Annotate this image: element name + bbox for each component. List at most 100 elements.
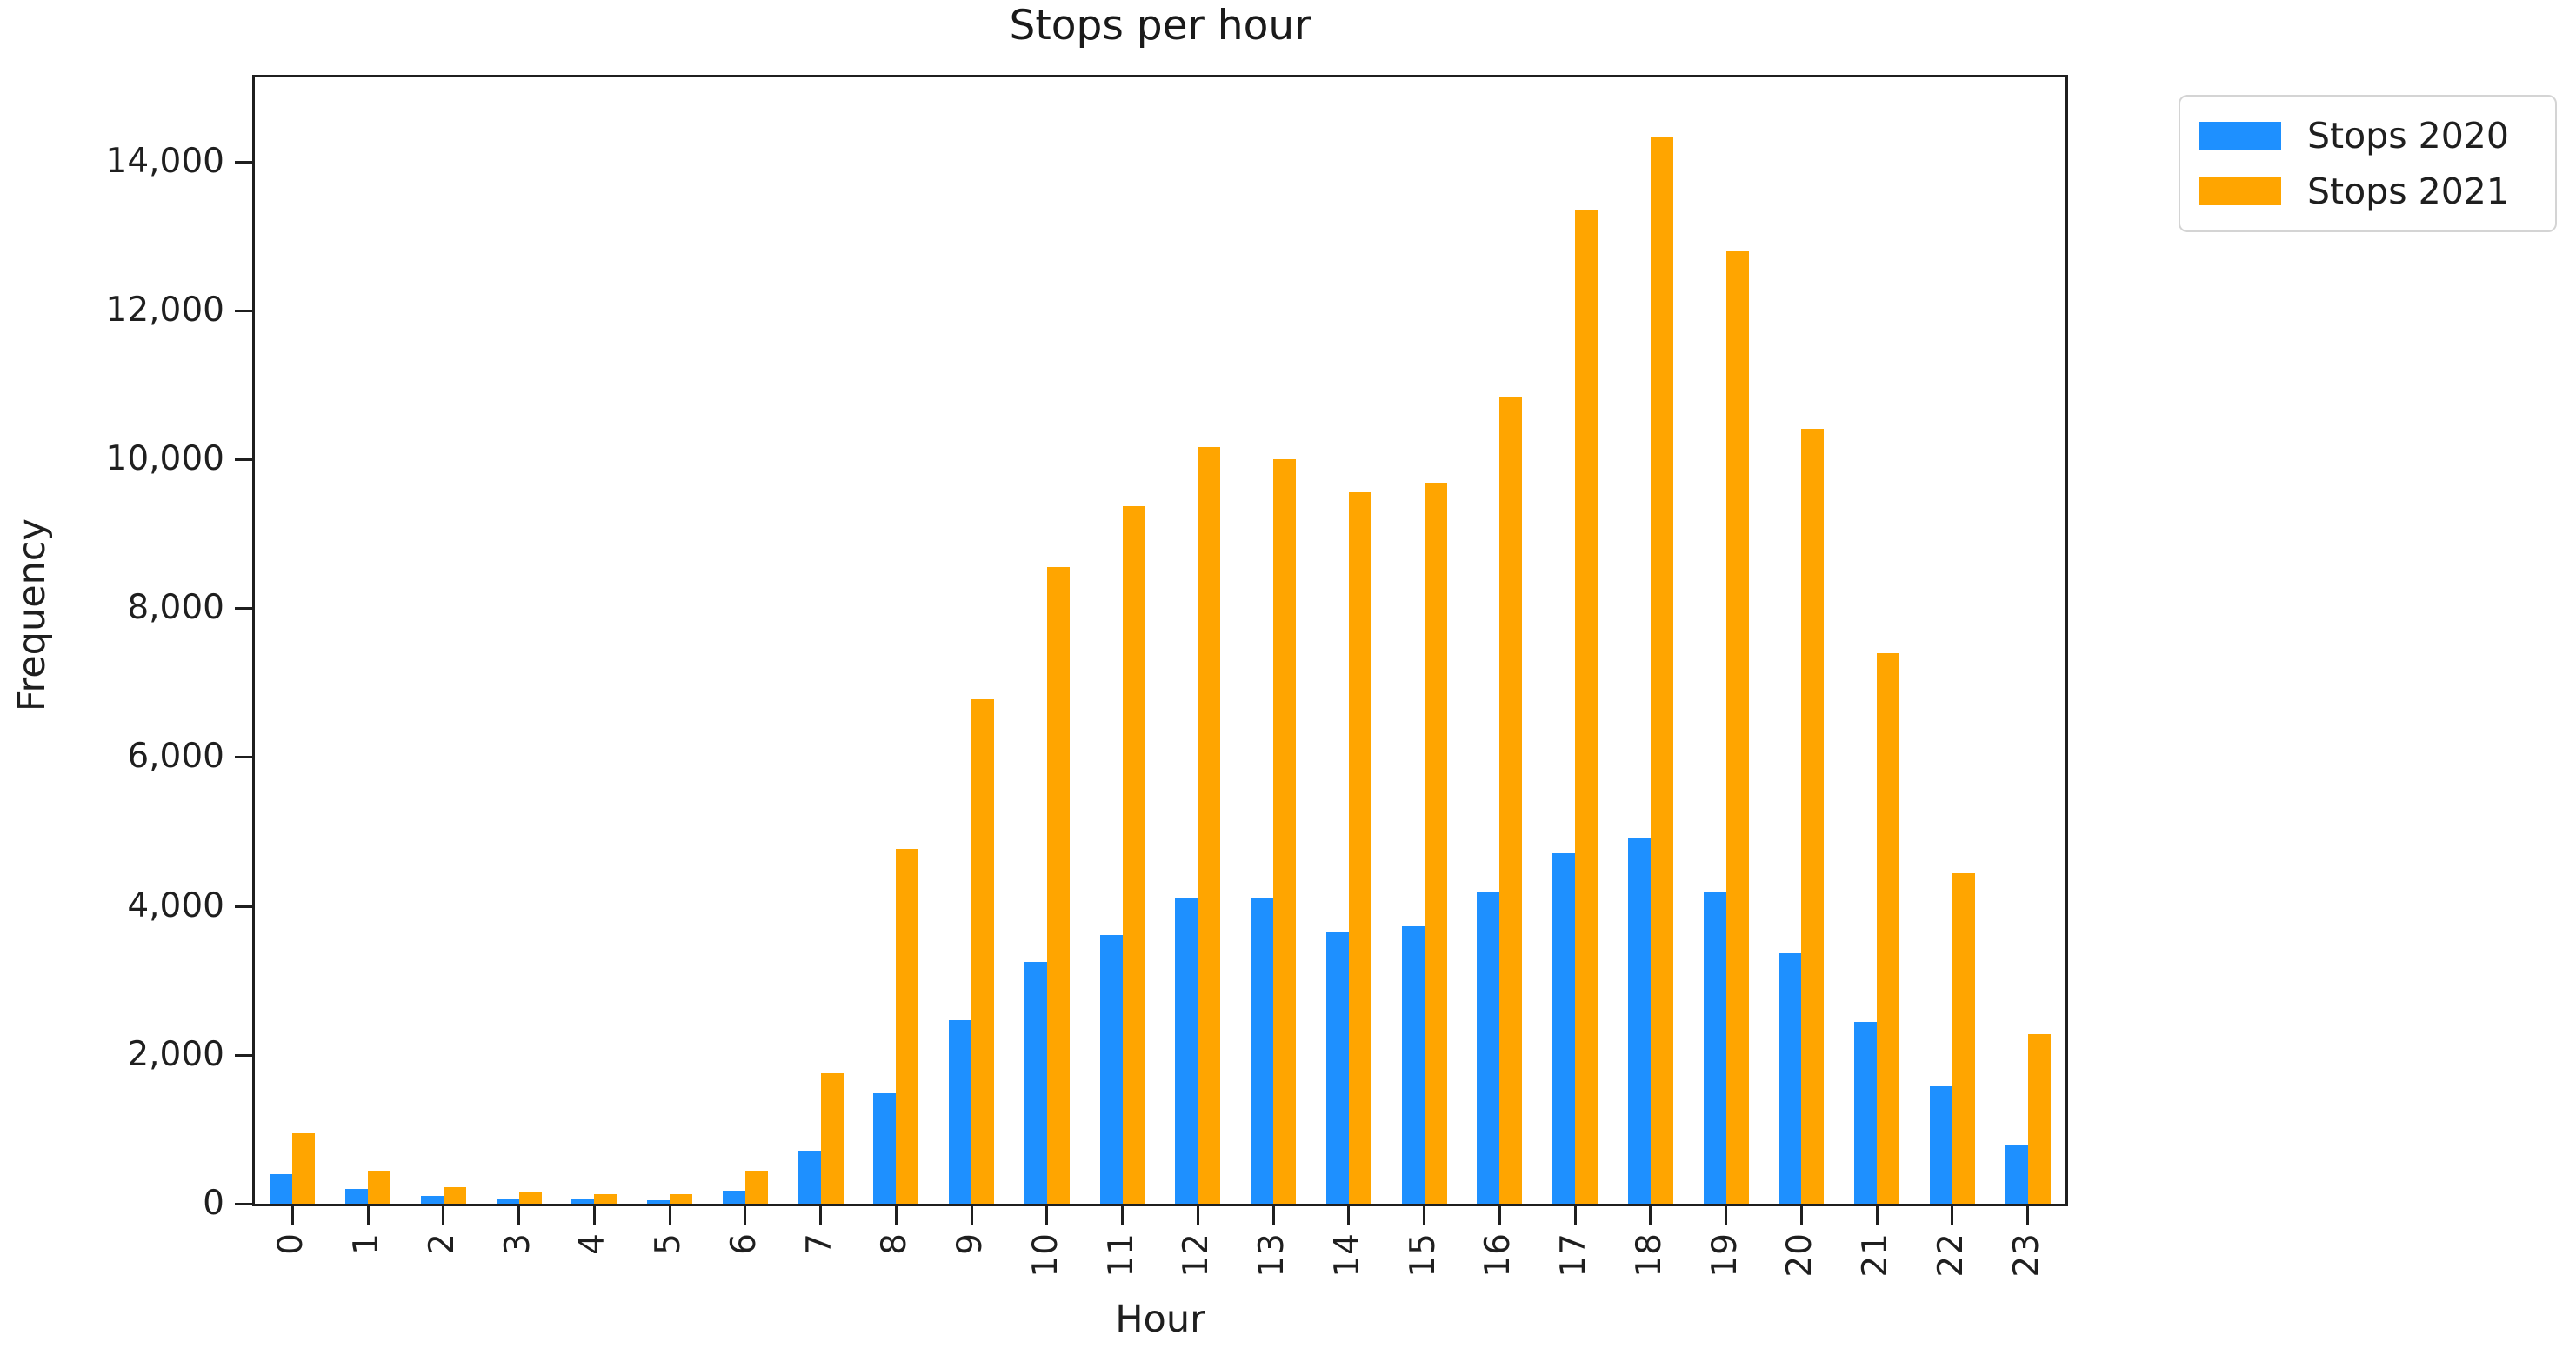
bar-stops-2021-hour-6 bbox=[744, 1171, 768, 1204]
bar-stops-2021-hour-23 bbox=[2027, 1034, 2051, 1204]
x-tick-label-23: 23 bbox=[2006, 1232, 2046, 1278]
x-tick-10 bbox=[1045, 1206, 1049, 1225]
bar-stops-2020-hour-12 bbox=[1175, 898, 1198, 1204]
x-tick-9 bbox=[970, 1206, 973, 1225]
x-tick-6 bbox=[744, 1206, 747, 1225]
bar-stops-2021-hour-4 bbox=[594, 1194, 617, 1204]
bar-stops-2021-hour-15 bbox=[1424, 483, 1447, 1204]
y-tick-4000 bbox=[235, 905, 252, 908]
bar-stops-2020-hour-9 bbox=[949, 1020, 972, 1204]
x-tick-label-19: 19 bbox=[1705, 1232, 1745, 1278]
x-tick-15 bbox=[1423, 1206, 1426, 1225]
bar-stops-2020-hour-20 bbox=[1779, 953, 1802, 1204]
x-tick-19 bbox=[1725, 1206, 1728, 1225]
legend-swatch-2020 bbox=[2199, 121, 2281, 150]
x-tick-label-10: 10 bbox=[1025, 1232, 1065, 1278]
x-tick-label-14: 14 bbox=[1327, 1232, 1367, 1278]
legend: Stops 2020 Stops 2021 bbox=[2179, 95, 2557, 232]
y-tick-label-6000: 6,000 bbox=[127, 737, 224, 776]
x-tick-2 bbox=[442, 1206, 445, 1225]
bar-stops-2021-hour-1 bbox=[368, 1171, 391, 1204]
x-tick-12 bbox=[1196, 1206, 1199, 1225]
x-tick-16 bbox=[1498, 1206, 1501, 1225]
x-tick-label-3: 3 bbox=[497, 1232, 537, 1255]
x-tick-label-21: 21 bbox=[1856, 1232, 1896, 1278]
bar-stops-2020-hour-3 bbox=[496, 1199, 519, 1204]
bar-stops-2020-hour-8 bbox=[873, 1093, 897, 1204]
x-tick-14 bbox=[1347, 1206, 1351, 1225]
y-tick-label-14000: 14,000 bbox=[105, 142, 224, 181]
x-tick-label-16: 16 bbox=[1478, 1232, 1518, 1278]
x-tick-label-11: 11 bbox=[1101, 1232, 1141, 1278]
bar-stops-2021-hour-13 bbox=[1273, 459, 1297, 1204]
x-tick-20 bbox=[1799, 1206, 1803, 1225]
x-tick-label-0: 0 bbox=[271, 1232, 311, 1255]
y-tick-label-12000: 12,000 bbox=[105, 290, 224, 330]
bar-stops-2021-hour-20 bbox=[1801, 429, 1825, 1204]
bar-stops-2020-hour-0 bbox=[270, 1174, 293, 1204]
y-tick-14000 bbox=[235, 161, 252, 164]
x-tick-3 bbox=[517, 1206, 521, 1225]
x-tick-5 bbox=[668, 1206, 671, 1225]
x-tick-1 bbox=[366, 1206, 370, 1225]
x-tick-4 bbox=[592, 1206, 596, 1225]
x-axis-title: Hour bbox=[1115, 1298, 1205, 1341]
legend-item-2021: Stops 2021 bbox=[2180, 170, 2555, 212]
x-tick-label-4: 4 bbox=[573, 1232, 613, 1255]
bar-stops-2021-hour-16 bbox=[1499, 397, 1523, 1204]
x-tick-11 bbox=[1121, 1206, 1124, 1225]
bar-stops-2020-hour-21 bbox=[1854, 1022, 1878, 1204]
x-tick-label-8: 8 bbox=[875, 1232, 915, 1255]
x-tick-0 bbox=[290, 1206, 294, 1225]
bar-stops-2021-hour-3 bbox=[518, 1192, 542, 1204]
bar-stops-2020-hour-23 bbox=[2005, 1145, 2028, 1204]
x-tick-8 bbox=[894, 1206, 898, 1225]
x-tick-label-5: 5 bbox=[649, 1232, 689, 1255]
bar-stops-2021-hour-9 bbox=[971, 699, 995, 1204]
bar-stops-2021-hour-5 bbox=[670, 1194, 693, 1204]
x-tick-label-7: 7 bbox=[799, 1232, 839, 1255]
x-tick-18 bbox=[1649, 1206, 1652, 1225]
legend-item-2020: Stops 2020 bbox=[2180, 115, 2555, 157]
y-tick-12000 bbox=[235, 310, 252, 312]
bar-stops-2020-hour-10 bbox=[1024, 962, 1047, 1204]
chart-title: Stops per hour bbox=[1009, 2, 1311, 50]
y-tick-label-10000: 10,000 bbox=[105, 439, 224, 478]
bar-stops-2020-hour-7 bbox=[797, 1151, 821, 1204]
y-tick-2000 bbox=[235, 1054, 252, 1057]
x-tick-7 bbox=[819, 1206, 823, 1225]
x-tick-label-6: 6 bbox=[724, 1232, 764, 1255]
x-tick-17 bbox=[1573, 1206, 1577, 1225]
legend-label-2021: Stops 2021 bbox=[2307, 170, 2509, 212]
legend-label-2020: Stops 2020 bbox=[2307, 115, 2509, 157]
bar-stops-2020-hour-1 bbox=[345, 1189, 369, 1204]
x-tick-label-15: 15 bbox=[1403, 1232, 1443, 1278]
bar-stops-2020-hour-19 bbox=[1703, 892, 1726, 1204]
legend-swatch-2021 bbox=[2199, 177, 2281, 206]
bar-stops-2020-hour-15 bbox=[1401, 926, 1425, 1204]
y-tick-label-8000: 8,000 bbox=[127, 588, 224, 627]
bar-stops-2021-hour-17 bbox=[1575, 210, 1598, 1204]
bar-stops-2020-hour-4 bbox=[571, 1199, 595, 1204]
y-tick-label-0: 0 bbox=[203, 1184, 224, 1223]
bar-stops-2020-hour-11 bbox=[1099, 935, 1123, 1204]
x-tick-label-22: 22 bbox=[1931, 1232, 1971, 1278]
x-tick-22 bbox=[1951, 1206, 1954, 1225]
x-tick-label-1: 1 bbox=[347, 1232, 387, 1255]
bar-stops-2021-hour-7 bbox=[820, 1073, 844, 1204]
bar-stops-2021-hour-2 bbox=[443, 1187, 466, 1204]
bar-stops-2020-hour-14 bbox=[1325, 932, 1349, 1204]
bar-stops-2020-hour-6 bbox=[722, 1191, 745, 1204]
bar-stops-2020-hour-5 bbox=[647, 1200, 671, 1204]
bar-stops-2021-hour-21 bbox=[1877, 653, 1900, 1204]
bar-stops-2021-hour-12 bbox=[1198, 447, 1221, 1204]
y-tick-0 bbox=[235, 1203, 252, 1205]
x-tick-13 bbox=[1271, 1206, 1275, 1225]
bar-stops-2021-hour-11 bbox=[1122, 506, 1145, 1204]
x-tick-23 bbox=[2026, 1206, 2030, 1225]
bar-stops-2021-hour-8 bbox=[896, 849, 919, 1204]
bar-stops-2020-hour-18 bbox=[1627, 838, 1651, 1204]
bar-stops-2021-hour-10 bbox=[1046, 567, 1070, 1204]
x-tick-label-18: 18 bbox=[1629, 1232, 1669, 1278]
